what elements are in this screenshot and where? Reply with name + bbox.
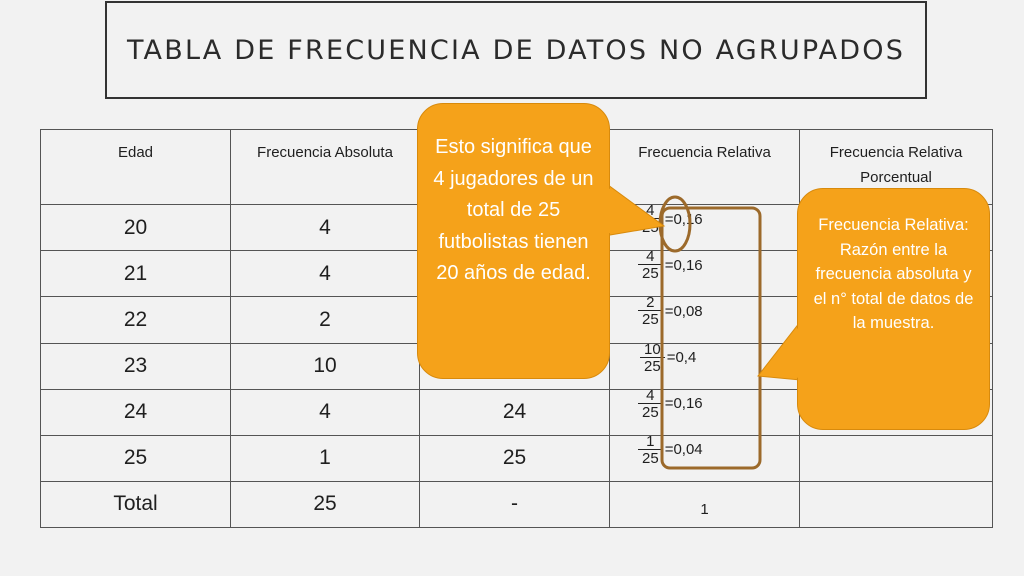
table-total-row: Total 25 - 1 [40, 480, 993, 529]
fraction-numerator: 4 [646, 386, 655, 404]
cell-edad: 20 [40, 204, 231, 252]
cell-edad: 23 [40, 342, 231, 390]
header-frecuencia-absoluta: Frecuencia Absoluta [230, 128, 420, 206]
fraction-result: =0,16 [664, 395, 703, 413]
cell-acum: 24 [419, 388, 610, 436]
cell-abs: 10 [230, 342, 420, 390]
cell-rel: 4 25 =0,16 [609, 249, 800, 298]
callout-right-text: Frecuencia Relativa: Razón entre la frec… [813, 216, 974, 332]
fraction-denominator: 25 [638, 264, 663, 281]
fraction-denominator: 25 [638, 448, 663, 466]
cell-total-pct [799, 480, 993, 529]
fraction: 1 25 =0,04 [638, 434, 703, 466]
cell-total-acum: - [419, 480, 610, 529]
fraction-result: =0,08 [664, 302, 703, 320]
fraction: 10 25 =0,4 [640, 342, 696, 374]
fraction-numerator: 4 [646, 248, 655, 266]
cell-abs: 4 [230, 250, 420, 298]
fraction: 4 25 =0,16 [638, 249, 703, 281]
cell-rel: 1 25 =0,04 [609, 434, 800, 482]
title-box: TABLA DE FRECUENCIA DE DATOS NO AGRUPADO… [105, 1, 927, 99]
cell-acum: 25 [419, 434, 610, 482]
total-rel-value: 1 [700, 501, 709, 519]
fraction-denominator: 25 [638, 310, 663, 327]
cell-total-label: Total [40, 480, 231, 529]
fraction-numerator: 10 [644, 340, 661, 358]
fraction-denominator: 25 [640, 356, 665, 374]
cell-edad: 22 [40, 296, 231, 344]
header-frecuencia-relativa: Frecuencia Relativa [609, 128, 800, 206]
fraction-numerator: 2 [646, 294, 655, 312]
cell-rel: 4 25 =0,16 [609, 203, 800, 252]
callout-right: Frecuencia Relativa: Razón entre la frec… [797, 188, 990, 430]
cell-abs: 4 [230, 388, 420, 436]
cell-pct [799, 434, 993, 482]
cell-rel: 4 25 =0,16 [609, 388, 800, 436]
fraction-result: =0,16 [664, 210, 703, 228]
cell-abs: 4 [230, 204, 420, 252]
fraction-result: =0,16 [664, 256, 703, 274]
cell-rel: 2 25 =0,08 [609, 295, 800, 344]
cell-total-rel: 1 [609, 480, 800, 529]
fraction-result: =0,04 [664, 441, 703, 459]
cell-abs: 2 [230, 296, 420, 344]
fraction: 2 25 =0,08 [638, 295, 703, 327]
fraction-denominator: 25 [638, 402, 663, 420]
cell-rel: 10 25 =0,4 [609, 342, 800, 390]
cell-edad: 25 [40, 434, 231, 482]
fraction-result: =0,4 [666, 349, 697, 367]
fraction-numerator: 1 [646, 432, 655, 450]
slide-title: TABLA DE FRECUENCIA DE DATOS NO AGRUPADO… [126, 34, 906, 66]
fraction: 4 25 =0,16 [638, 203, 703, 235]
callout-left: Esto significa que 4 jugadores de un tot… [417, 103, 610, 379]
cell-total-abs: 25 [230, 480, 420, 529]
cell-abs: 1 [230, 434, 420, 482]
fraction-numerator: 4 [646, 202, 655, 220]
cell-edad: 21 [40, 250, 231, 298]
callout-left-text: Esto significa que 4 jugadores de un tot… [433, 136, 594, 284]
fraction: 4 25 =0,16 [638, 388, 703, 420]
table-row: 25 1 25 1 25 =0,04 [40, 434, 993, 482]
fraction-denominator: 25 [638, 218, 663, 235]
header-edad: Edad [40, 128, 231, 206]
cell-edad: 24 [40, 388, 231, 436]
